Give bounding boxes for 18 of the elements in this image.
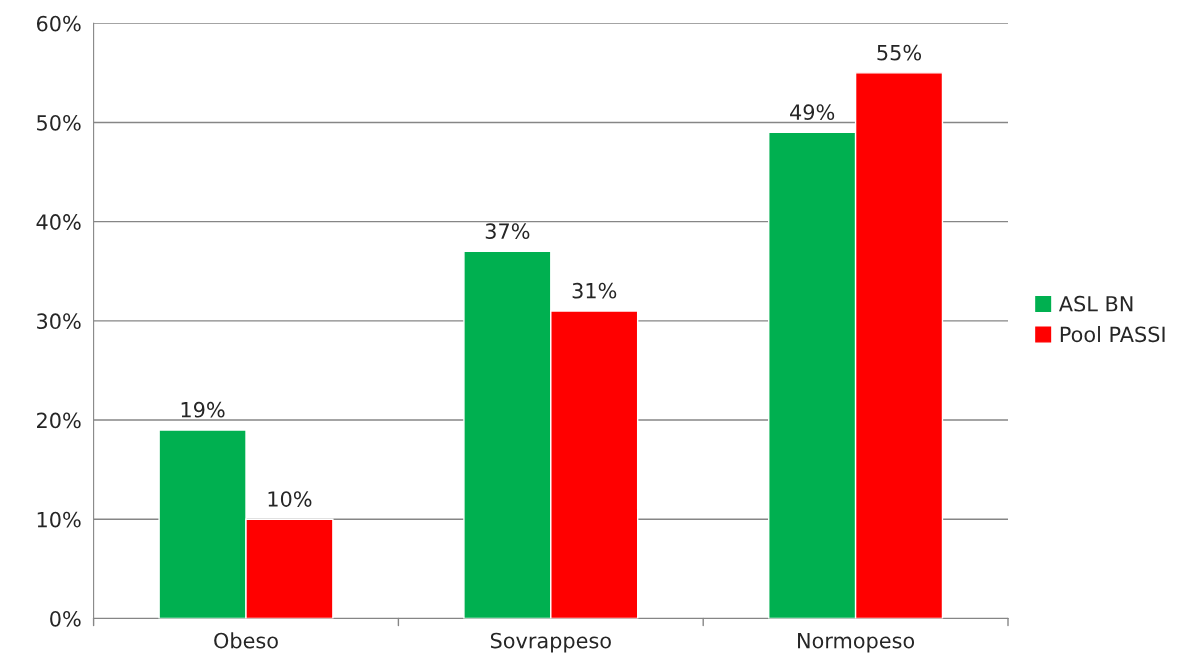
y-tick-label: 50%	[37, 114, 81, 131]
data-label: 49%	[790, 104, 835, 121]
x-tick-label: Obeso	[214, 632, 278, 649]
legend-label: ASL BN	[1058, 295, 1133, 312]
data-label: 10%	[268, 491, 312, 507]
y-tick-label: 30%	[37, 313, 81, 330]
y-tick-label: 0%	[50, 610, 81, 627]
y-tick-label: 60%	[36, 15, 81, 32]
data-label: 19%	[181, 401, 225, 418]
x-tick-label: Normopeso	[798, 632, 915, 653]
legend-label: Pool PASSI	[1060, 326, 1165, 343]
y-tick-label: 10%	[37, 511, 81, 528]
x-tick-label: Sovrappeso	[490, 632, 611, 653]
data-label: 31%	[572, 282, 617, 299]
y-tick-label: 20%	[37, 412, 81, 429]
data-label: 37%	[485, 223, 530, 240]
y-tick-label: 40%	[36, 214, 81, 230]
data-label: 55%	[877, 44, 922, 61]
